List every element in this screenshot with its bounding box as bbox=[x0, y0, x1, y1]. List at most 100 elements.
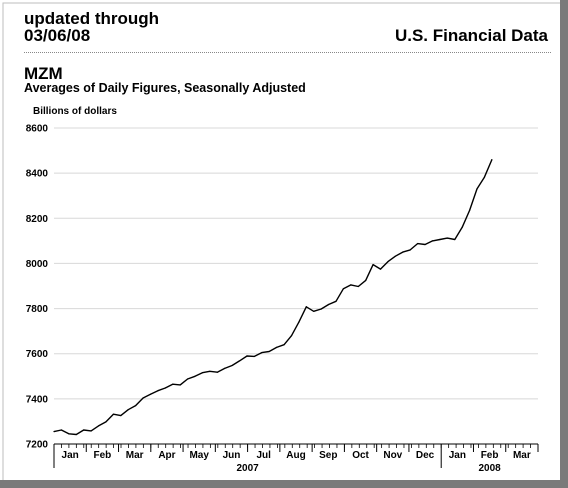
data-point bbox=[201, 372, 204, 374]
data-point bbox=[224, 367, 226, 369]
data-point bbox=[216, 371, 218, 373]
data-point bbox=[105, 421, 107, 423]
y-tick-label: 8600 bbox=[26, 124, 49, 135]
data-point bbox=[172, 383, 174, 385]
updated-through-label: updated through bbox=[24, 9, 160, 28]
x-tick-label: Oct bbox=[352, 450, 369, 461]
y-tick-labels: 7200 7400 7600 7800 8000 8200 8400 8600 bbox=[26, 124, 49, 451]
x-tick-label: Feb bbox=[94, 450, 112, 461]
data-point bbox=[276, 346, 278, 348]
source-label: U.S. Financial Data bbox=[394, 26, 548, 45]
y-tick-label: 7400 bbox=[26, 394, 49, 405]
data-point bbox=[342, 288, 345, 290]
data-point bbox=[157, 390, 159, 392]
data-point bbox=[491, 159, 493, 161]
data-point bbox=[431, 240, 434, 242]
data-point bbox=[439, 238, 441, 241]
data-point bbox=[365, 279, 367, 281]
data-point bbox=[60, 429, 63, 431]
data-point bbox=[313, 310, 315, 312]
data-point bbox=[446, 237, 448, 239]
data-point bbox=[186, 378, 189, 380]
data-point bbox=[97, 425, 100, 427]
data-point bbox=[461, 226, 463, 228]
x-tick-label: Apr bbox=[158, 450, 175, 461]
x-tick-label: Aug bbox=[286, 450, 305, 461]
x-tick-label: Jan bbox=[449, 450, 466, 461]
data-point bbox=[209, 370, 211, 372]
data-point bbox=[350, 284, 352, 286]
data-point bbox=[305, 306, 307, 308]
data-point bbox=[402, 251, 404, 253]
data-point bbox=[261, 351, 263, 354]
data-point bbox=[83, 429, 85, 431]
x-tick-label: Jun bbox=[223, 450, 241, 461]
series-layer bbox=[53, 159, 493, 436]
data-point bbox=[409, 249, 411, 251]
data-point bbox=[179, 384, 181, 386]
data-point bbox=[454, 238, 456, 241]
data-point bbox=[327, 303, 330, 306]
year-label: 2007 bbox=[236, 463, 259, 474]
y-tick-label: 8000 bbox=[26, 259, 49, 270]
y-axis-label: Billions of dollars bbox=[33, 106, 117, 117]
year-label: 2008 bbox=[478, 463, 501, 474]
x-tick-label: Mar bbox=[126, 450, 144, 461]
y-tick-label: 7200 bbox=[26, 440, 49, 451]
x-tick-label: Feb bbox=[481, 450, 499, 461]
chart-subtitle: Averages of Daily Figures, Seasonally Ad… bbox=[24, 81, 306, 95]
header-divider bbox=[24, 52, 551, 53]
frame-shadow-right bbox=[560, 0, 568, 488]
y-tick-label: 7800 bbox=[26, 304, 49, 315]
data-point bbox=[135, 405, 137, 407]
data-point bbox=[53, 430, 55, 433]
x-tick-label: Mar bbox=[513, 450, 531, 461]
data-point bbox=[75, 433, 77, 436]
data-point bbox=[320, 308, 322, 310]
data-point bbox=[290, 335, 293, 337]
y-tick-label: 7600 bbox=[26, 349, 49, 360]
data-point bbox=[357, 285, 359, 288]
data-point bbox=[372, 263, 374, 266]
data-point bbox=[476, 188, 478, 190]
y-tick-label: 8200 bbox=[26, 214, 49, 225]
data-point bbox=[127, 409, 129, 411]
data-point bbox=[253, 355, 255, 358]
data-point bbox=[120, 414, 122, 417]
x-axis: Jan Feb Mar Apr May Jun Jul Aug Sep Oct Nov Dec Jan F… bbox=[53, 443, 539, 474]
y-tick-label: 8400 bbox=[26, 169, 49, 180]
data-point bbox=[90, 430, 92, 432]
data-point bbox=[283, 344, 285, 346]
data-point bbox=[468, 209, 471, 211]
series-line bbox=[53, 159, 493, 436]
data-point bbox=[194, 375, 196, 377]
x-tick-label: Nov bbox=[383, 450, 402, 461]
data-point bbox=[246, 355, 248, 357]
data-point bbox=[417, 242, 419, 245]
chart-title: MZM bbox=[24, 64, 63, 83]
data-point bbox=[231, 364, 233, 367]
x-tick-label: Dec bbox=[416, 450, 435, 461]
data-point bbox=[142, 397, 144, 399]
x-tick-label: Sep bbox=[319, 450, 337, 461]
data-point bbox=[268, 350, 270, 353]
data-point bbox=[238, 360, 241, 362]
data-point bbox=[379, 268, 382, 270]
data-point bbox=[164, 387, 166, 389]
x-tick-label: May bbox=[189, 450, 209, 461]
frame-shadow-bottom bbox=[0, 480, 568, 488]
data-point bbox=[394, 255, 396, 257]
data-point bbox=[149, 393, 152, 395]
x-tick-label: Jan bbox=[62, 450, 79, 461]
updated-date: 03/06/08 bbox=[24, 26, 91, 45]
data-point bbox=[387, 261, 389, 263]
data-point bbox=[68, 433, 70, 435]
x-tick-label: Jul bbox=[257, 450, 272, 461]
data-point bbox=[112, 413, 114, 415]
gridlines bbox=[54, 127, 538, 445]
data-point bbox=[424, 243, 426, 246]
